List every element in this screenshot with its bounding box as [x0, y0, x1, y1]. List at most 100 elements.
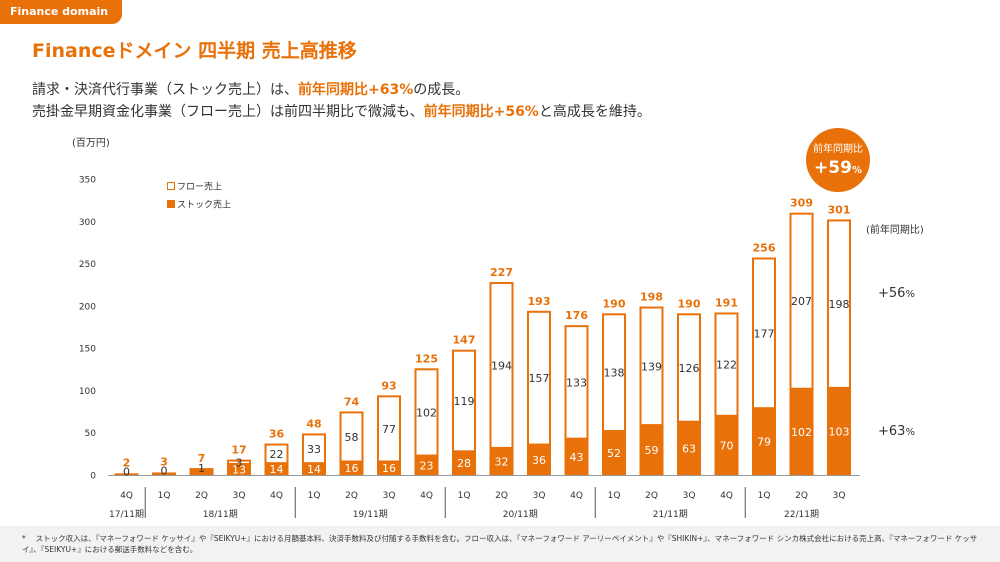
- x-tick-label: 3Q: [833, 491, 846, 501]
- flow-value-label: 0: [161, 464, 168, 477]
- bar-stock: [264, 463, 289, 475]
- bar-stock: [227, 464, 251, 475]
- stock-value-label: 16: [345, 462, 359, 475]
- subtitle-line-2: 売掛金早期資金化事業（フロー売上）は前四半期比で微減も、前年同期比+56%と高成…: [32, 101, 651, 121]
- x-tick-label: 2Q: [795, 491, 808, 501]
- x-tick-label: 4Q: [570, 491, 583, 501]
- bar-stock: [114, 473, 139, 475]
- fiscal-year-label: 19/11期: [353, 509, 388, 520]
- total-label: 227: [490, 266, 513, 279]
- flow-value-label: 1: [198, 462, 205, 475]
- bar-stock: [677, 421, 701, 475]
- bar-stock: [789, 388, 814, 475]
- flow-value-label: 133: [566, 376, 587, 389]
- bar-stock: [564, 438, 589, 475]
- total-label: 193: [528, 295, 551, 308]
- bar-stock: [152, 472, 176, 475]
- legend-swatch-stock: [167, 200, 175, 208]
- bar-stock: [602, 431, 626, 475]
- stock-value-label: 63: [682, 442, 696, 455]
- x-tick-label: 3Q: [683, 491, 696, 501]
- fiscal-year-label: 18/11期: [203, 509, 238, 520]
- stock-value-label: 28: [457, 457, 471, 470]
- x-tick-label: 2Q: [495, 491, 508, 501]
- stock-value-label: 23: [420, 459, 434, 472]
- yoy-label: (前年同期比): [866, 225, 924, 236]
- stock-value-label: 36: [532, 454, 546, 467]
- flow-value-label: 77: [382, 423, 396, 436]
- flow-value-label: 207: [791, 295, 812, 308]
- bar-stock: [639, 425, 664, 475]
- total-label: 48: [306, 417, 321, 430]
- total-label: 191: [715, 296, 738, 309]
- flow-value-label: 138: [604, 367, 625, 380]
- total-label: 3: [160, 455, 168, 468]
- yoy-stock-unit: %: [905, 427, 915, 438]
- y-tick-label: 100: [79, 387, 96, 397]
- badge-number: +59: [814, 158, 852, 178]
- y-axis-unit-label: (百万円): [72, 138, 110, 149]
- bar-stock: [752, 408, 776, 475]
- y-tick-label: 50: [85, 429, 97, 439]
- flow-value-label: 122: [716, 359, 737, 372]
- flow-value-label: 119: [454, 395, 475, 408]
- stock-value-label: 14: [307, 463, 321, 476]
- stock-value-label: 70: [720, 439, 734, 452]
- stock-value-label: 14: [270, 463, 284, 476]
- subtitle-line-1: 請求・決済代行事業（ストック売上）は、前年同期比+63%の成長。: [32, 79, 469, 99]
- badge-value: +59%: [806, 158, 870, 178]
- bar-stock: [714, 415, 739, 475]
- bar-flow: [789, 212, 814, 390]
- legend-swatch-flow: [167, 182, 175, 190]
- badge-label: 前年同期比: [813, 144, 863, 155]
- total-label: 190: [678, 297, 701, 310]
- yoy-stock: +63%: [878, 424, 915, 439]
- bar-stock: [489, 447, 514, 475]
- line2-text: 売掛金早期資金化事業（フロー売上）は前四半期比で微減も、: [32, 104, 424, 120]
- footnote-bar: [0, 526, 1000, 562]
- stock-value-label: 59: [645, 444, 659, 457]
- total-label: 7: [198, 452, 206, 465]
- total-label: 93: [381, 379, 396, 392]
- bar-stock: [527, 444, 551, 475]
- stock-value-label: 16: [382, 462, 396, 475]
- badge-unit: %: [851, 165, 862, 176]
- flow-value-label: 198: [829, 298, 850, 311]
- total-label: 36: [269, 428, 285, 441]
- flow-value-label: 33: [307, 443, 321, 456]
- x-tick-label: 2Q: [645, 491, 658, 501]
- bar-flow: [752, 257, 776, 410]
- yoy-flow-value: +56: [878, 286, 906, 301]
- flow-value-label: 0: [123, 465, 130, 478]
- total-label: 309: [790, 197, 813, 210]
- x-tick-label: 4Q: [120, 491, 133, 501]
- fiscal-year-label: 21/11期: [653, 509, 688, 520]
- page-title: Financeドメイン 四半期 売上高推移: [32, 40, 357, 62]
- legend-label-stock: ストック売上: [177, 199, 231, 211]
- x-tick-label: 1Q: [608, 491, 621, 501]
- bar-stock: [189, 469, 214, 475]
- total-label: 74: [344, 395, 360, 408]
- legend-label-flow: フロー売上: [177, 181, 222, 193]
- y-tick-label: 350: [79, 176, 96, 186]
- flow-value-label: 3: [236, 456, 243, 469]
- line1-text-end: の成長。: [413, 82, 470, 98]
- stock-value-label: 52: [607, 447, 621, 460]
- stock-value-label: 43: [570, 451, 584, 464]
- bar-stock: [377, 461, 401, 475]
- flow-value-label: 177: [754, 327, 775, 340]
- flow-value-label: 194: [491, 359, 512, 372]
- stock-value-label: 103: [829, 425, 850, 438]
- line1-text: 請求・決済代行事業（ストック売上）は、: [32, 82, 298, 98]
- fiscal-year-label: 22/11期: [784, 509, 819, 520]
- y-tick-label: 250: [79, 260, 96, 270]
- stock-value-label: 13: [232, 464, 246, 477]
- total-label: 256: [753, 241, 776, 254]
- flow-value-label: 22: [270, 448, 284, 461]
- stock-value-label: 102: [791, 426, 812, 439]
- total-label: 301: [828, 203, 851, 216]
- total-label: 2: [123, 456, 131, 469]
- y-tick-label: 150: [79, 345, 96, 355]
- bar-stock: [414, 455, 439, 475]
- y-tick-label: 300: [79, 218, 96, 228]
